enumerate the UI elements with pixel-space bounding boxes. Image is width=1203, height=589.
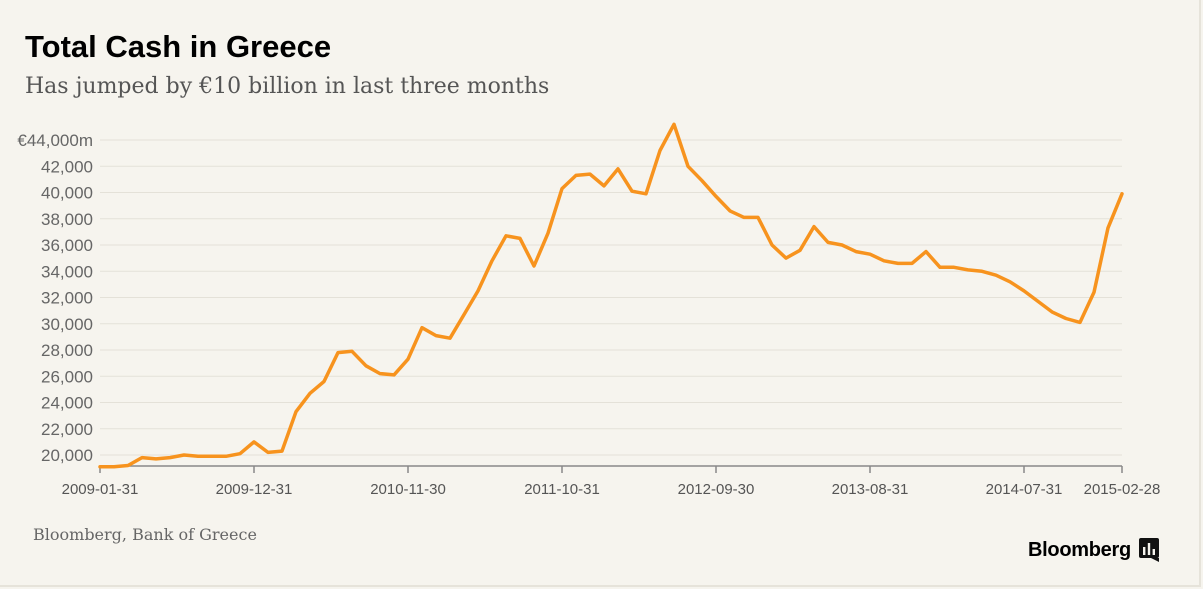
source-note: Bloomberg, Bank of Greece [33,525,257,544]
x-tick-label: 2015-02-28 [1084,481,1161,498]
y-tick-label: 28,000 [41,341,93,360]
y-tick-label: 30,000 [41,315,93,334]
series-line-total-cash [98,122,1124,469]
chart-subtitle: Has jumped by €10 billion in last three … [25,74,550,99]
series-layer [98,122,1124,469]
y-tick-label: 42,000 [41,157,93,176]
y-tick-label: 36,000 [41,236,93,255]
x-axis: 2009-01-31 2009-12-31 2010-11-30 2011-10-31… [62,465,1161,498]
x-tick-label: 2013-08-31 [832,481,909,498]
y-tick-label: 22,000 [41,420,93,439]
brand-wordmark: Bloomberg [1028,538,1131,561]
x-tick-label: 2009-12-31 [216,481,293,498]
x-tick-label: 2014-07-31 [986,481,1063,498]
x-tick-label: 2009-01-31 [62,481,139,498]
y-tick-label: €44,000m [17,131,93,150]
y-tick-label: 40,000 [41,184,93,203]
y-tick-label: 32,000 [41,289,93,308]
gridlines [100,139,1122,456]
x-tick-label: 2012-09-30 [678,481,755,498]
y-tick-label: 34,000 [41,262,93,281]
y-tick-label: 24,000 [41,394,93,413]
bar-chart-icon [1138,538,1159,562]
chart-title: Total Cash in Greece [25,29,332,64]
x-tick-label: 2010-11-30 [370,481,446,498]
y-tick-label: 38,000 [41,210,93,229]
y-tick-label: 26,000 [41,367,93,386]
y-tick-label: 20,000 [41,446,93,465]
y-axis-ticks: 20,000 22,000 24,000 26,000 28,000 30,000 32,0… [17,131,93,465]
x-tick-label: 2011-10-31 [524,481,600,498]
bloomberg-logo: Bloomberg [1028,538,1159,562]
